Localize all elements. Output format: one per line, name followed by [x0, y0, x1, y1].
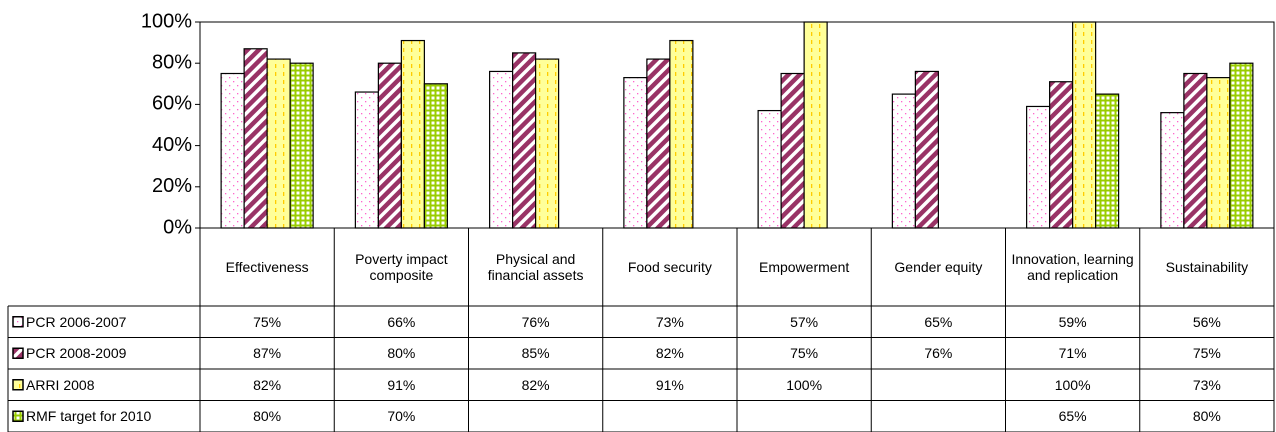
table-value: 73% [1192, 376, 1221, 393]
bar [1160, 112, 1185, 229]
bar [1026, 105, 1051, 229]
bar [243, 48, 268, 229]
table-value: 66% [387, 313, 416, 330]
bar [780, 72, 805, 229]
category-label: Empowerment [758, 259, 850, 275]
table-value: 57% [790, 313, 819, 330]
y-tick-label: 100% [141, 10, 192, 32]
table-value: 76% [521, 313, 550, 330]
table-value: 75% [1192, 345, 1221, 362]
bar [400, 39, 425, 229]
bar [669, 39, 694, 229]
legend-label: PCR 2006-2007 [26, 313, 127, 330]
table-value: 82% [521, 376, 550, 393]
legend-key [12, 410, 24, 422]
bar [1095, 93, 1120, 229]
table-value: 56% [1192, 313, 1221, 330]
bar [1183, 72, 1208, 229]
table-value: 65% [1058, 408, 1087, 425]
bar [354, 91, 379, 229]
bar [512, 52, 537, 229]
y-tick-label: 60% [152, 93, 192, 115]
table-value: 91% [655, 376, 684, 393]
y-tick-label: 0% [163, 216, 192, 238]
bar [1206, 77, 1231, 229]
bar [914, 70, 939, 229]
bar [623, 77, 648, 229]
table-value: 73% [655, 313, 684, 330]
table-value: 71% [1058, 345, 1087, 362]
bar [220, 72, 245, 229]
legend-key [12, 347, 24, 359]
category-label: Gender equity [894, 259, 983, 275]
bar [1049, 81, 1074, 229]
category-label: Physical and financial assets [487, 251, 584, 283]
table-value: 80% [253, 408, 282, 425]
legend-key [12, 316, 24, 328]
table-value: 75% [790, 345, 819, 362]
table-value: 87% [253, 345, 282, 362]
legend-key [12, 379, 24, 391]
bar [266, 58, 291, 229]
y-tick-label: 20% [152, 175, 192, 197]
bar [289, 62, 314, 229]
bar [489, 70, 514, 229]
bar [757, 109, 782, 229]
category-label: Sustainability [1165, 259, 1249, 275]
bar [423, 83, 448, 229]
table-value: 100% [786, 376, 823, 393]
legend-label: ARRI 2008 [26, 376, 95, 393]
table-value: 70% [387, 408, 416, 425]
legend-label: PCR 2008-2009 [26, 345, 127, 362]
bar [1229, 62, 1254, 229]
category-label: Effectiveness [225, 259, 309, 275]
bar [377, 62, 402, 229]
table-value: 91% [387, 376, 416, 393]
table-value: 76% [924, 345, 953, 362]
bar [803, 21, 828, 229]
legend-label: RMF target for 2010 [26, 408, 152, 425]
bar [535, 58, 560, 229]
table-value: 80% [1192, 408, 1221, 425]
bar [1072, 21, 1097, 229]
table-value: 100% [1054, 376, 1091, 393]
y-tick-label: 80% [152, 51, 192, 73]
bar [646, 58, 671, 229]
bar [891, 93, 916, 229]
table-value: 82% [655, 345, 684, 362]
table-value: 85% [521, 345, 550, 362]
table-value: 82% [253, 376, 282, 393]
category-label: Poverty impact composite [355, 251, 448, 283]
table-value: 65% [924, 313, 953, 330]
category-label: Innovation, learning and replication [1011, 251, 1134, 283]
y-tick-label: 40% [152, 134, 192, 156]
table-value: 75% [253, 313, 282, 330]
category-label: Food security [627, 259, 712, 275]
table-value: 59% [1058, 313, 1087, 330]
table-value: 80% [387, 345, 416, 362]
